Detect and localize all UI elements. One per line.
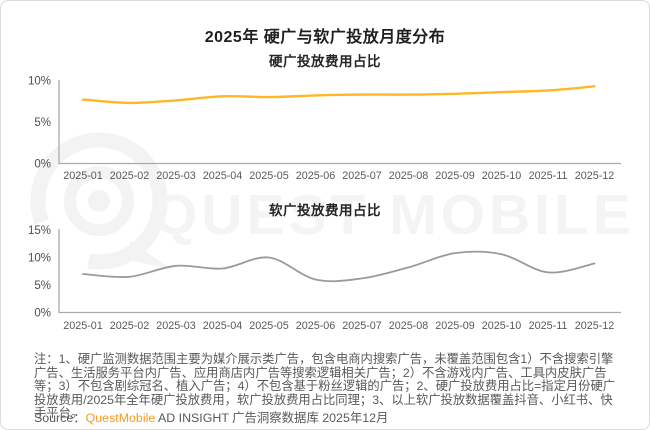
y-tick-label: 10% — [28, 253, 51, 265]
y-tick-label: 0% — [34, 308, 51, 320]
x-tick-label: 2025-02 — [110, 320, 150, 332]
page-title: 2025年 硬广与软广投放月度分布 — [204, 29, 446, 46]
y-tick-label: 10% — [28, 76, 51, 88]
x-tick-label: 2025-11 — [529, 170, 568, 182]
x-tick-label: 2025-07 — [342, 320, 382, 332]
hard-chart-title: 硬广投放费用占比 — [269, 54, 381, 69]
questmobile-logo-icon — [30, 132, 171, 270]
x-tick-label: 2025-01 — [63, 170, 103, 182]
footnote: 注：1、硬广监测数据范围主要为媒介展示类广告，包含电商内搜索广告，未覆盖范围包含… — [34, 352, 616, 421]
x-tick-label: 2025-05 — [249, 170, 289, 182]
y-tick-label: 5% — [34, 280, 51, 292]
x-tick-label: 2025-11 — [529, 320, 568, 332]
x-tick-label: 2025-08 — [389, 320, 429, 332]
logo-inner-ring — [64, 166, 134, 236]
x-tick-label: 2025-10 — [482, 320, 522, 332]
x-tick-label: 2025-05 — [249, 320, 289, 332]
x-tick-label: 2025-06 — [296, 170, 336, 182]
source-label: Source： — [34, 411, 86, 425]
x-tick-label: 2025-07 — [342, 170, 382, 182]
source-brand: QuestMobile — [85, 411, 156, 425]
y-tick-label: 15% — [28, 225, 51, 237]
source-line: Source：QuestMobile AD INSIGHT 广告洞察数据库 20… — [34, 408, 388, 426]
hard-ads-line-chart: 0% 5% 10% 2025-01 2025-02 2025-03 2025-04 2025-… — [28, 76, 621, 182]
soft-chart-title: 软广投放费用占比 — [269, 203, 381, 218]
watermark-text: QUEST MOBILE — [153, 183, 635, 247]
x-tick-label: 2025-04 — [203, 320, 243, 332]
y-tick-label: 5% — [34, 117, 51, 129]
x-tick-label: 2025-03 — [156, 170, 196, 182]
x-tick-label: 2025-03 — [156, 320, 196, 332]
x-tick-label: 2025-09 — [435, 170, 475, 182]
x-tick-label: 2025-04 — [203, 170, 243, 182]
x-tick-label: 2025-06 — [296, 320, 336, 332]
x-tick-label: 2025-09 — [435, 320, 475, 332]
series-line — [82, 250, 596, 283]
x-tick-label: 2025-10 — [482, 170, 522, 182]
axis — [58, 80, 621, 165]
series-line — [81, 85, 596, 105]
x-tick-label: 2025-01 — [63, 320, 103, 332]
logo-outer-ring — [30, 132, 168, 270]
x-tick-label: 2025-08 — [389, 170, 429, 182]
soft-ads-line-chart: 0% 5% 10% 15% 2025-01 2025-02 2025-03 2025-04 20… — [28, 225, 621, 332]
y-tick-label: 0% — [34, 159, 51, 171]
x-tick-label: 2025-12 — [575, 320, 615, 332]
axis — [58, 229, 621, 314]
source-rest: AD INSIGHT 广告洞察数据库 2025年12月 — [155, 411, 389, 425]
logo-bubble-tail — [123, 241, 171, 269]
x-tick-label: 2025-12 — [575, 170, 615, 182]
x-tick-label: 2025-02 — [110, 170, 150, 182]
logo-center-dot — [88, 190, 110, 212]
